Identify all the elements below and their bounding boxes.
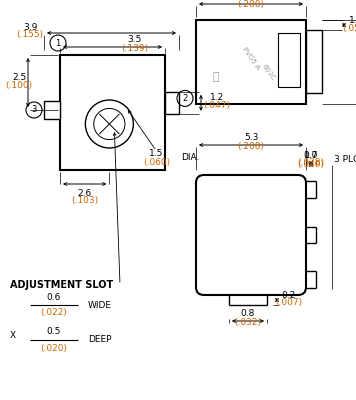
Text: 0.7: 0.7 <box>304 150 318 160</box>
Bar <box>196 20 306 104</box>
Text: (.155): (.155) <box>16 30 43 40</box>
FancyBboxPatch shape <box>196 175 306 295</box>
Text: 603C: 603C <box>260 63 276 81</box>
Text: WIDE: WIDE <box>88 300 112 310</box>
Text: (.100): (.100) <box>5 81 32 90</box>
Text: DIA.: DIA. <box>181 154 200 162</box>
Text: 5.1: 5.1 <box>244 0 258 2</box>
Text: 0.2: 0.2 <box>282 290 296 300</box>
Text: 1: 1 <box>56 38 61 48</box>
Text: (.020): (.020) <box>41 344 68 352</box>
Text: 1.5: 1.5 <box>149 150 163 158</box>
Bar <box>44 101 60 119</box>
Text: (.139): (.139) <box>121 44 148 52</box>
Text: (.022): (.022) <box>41 308 67 318</box>
Text: 1.2: 1.2 <box>210 93 224 102</box>
Text: 0.6: 0.6 <box>47 292 61 302</box>
Bar <box>278 33 300 87</box>
Text: Ⓡ: Ⓡ <box>213 72 219 82</box>
Text: (.032): (.032) <box>235 318 262 326</box>
Text: 0.8: 0.8 <box>241 310 255 318</box>
Bar <box>306 30 322 93</box>
Bar <box>165 92 179 114</box>
Text: 2: 2 <box>182 94 188 103</box>
Text: 2.5: 2.5 <box>12 73 26 82</box>
Text: 1.3: 1.3 <box>349 16 356 24</box>
Text: (.028): (.028) <box>298 158 325 168</box>
Text: 3 PLCS.: 3 PLCS. <box>334 156 356 164</box>
Text: DEEP: DEEP <box>88 336 111 344</box>
Text: 3: 3 <box>31 106 37 114</box>
Text: X: X <box>10 330 16 340</box>
Text: (.040): (.040) <box>298 160 325 168</box>
Text: 5.3: 5.3 <box>244 134 258 142</box>
Text: (.103): (.103) <box>71 196 98 206</box>
Text: (.208): (.208) <box>237 142 265 150</box>
Text: (.007): (.007) <box>276 298 303 308</box>
Text: (.200): (.200) <box>237 0 265 10</box>
Text: PVG5 A: PVG5 A <box>241 46 261 70</box>
Text: 2.6: 2.6 <box>78 188 92 198</box>
Text: ADJUSTMENT SLOT: ADJUSTMENT SLOT <box>10 280 113 290</box>
Text: (.060): (.060) <box>143 158 170 166</box>
Text: 3.9: 3.9 <box>23 22 37 32</box>
Text: (.047): (.047) <box>204 101 230 110</box>
Text: 3.5: 3.5 <box>127 36 142 44</box>
Text: 1.0: 1.0 <box>304 152 318 160</box>
Text: 0.5: 0.5 <box>47 328 61 336</box>
Text: (.050): (.050) <box>342 24 356 32</box>
Bar <box>60 55 165 170</box>
